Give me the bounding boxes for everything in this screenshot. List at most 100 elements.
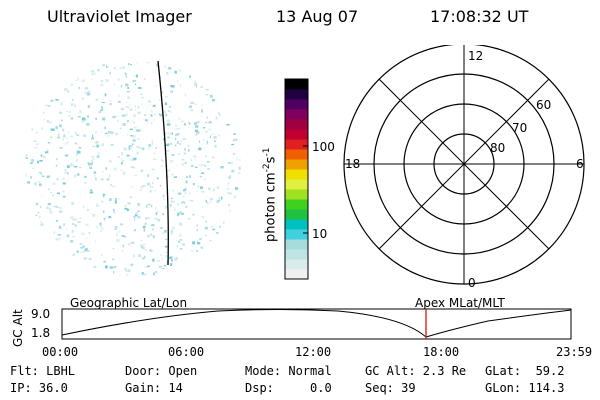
emission-pixel: [196, 190, 198, 193]
altitude-timeline: [61, 308, 572, 340]
emission-pixel: [137, 215, 141, 219]
emission-pixel: [79, 150, 81, 154]
emission-pixel: [128, 145, 132, 148]
emission-pixel: [126, 208, 130, 212]
colorbar-label: photon cm-2s-1: [262, 147, 279, 242]
emission-pixel: [100, 225, 102, 227]
emission-pixel: [132, 143, 134, 146]
emission-pixel: [59, 147, 63, 149]
emission-pixel: [171, 231, 173, 233]
emission-pixel: [170, 230, 173, 233]
emission-pixel: [125, 75, 127, 78]
emission-pixel: [174, 134, 179, 136]
emission-pixel: [58, 225, 62, 229]
emission-pixel: [81, 117, 85, 121]
emission-pixel: [101, 200, 104, 203]
emission-pixel: [192, 183, 195, 186]
emission-pixel: [177, 141, 179, 144]
emission-pixel: [112, 185, 116, 188]
emission-pixel: [192, 214, 195, 216]
emission-pixel: [106, 79, 110, 82]
emission-pixel: [130, 166, 134, 168]
xtick-1200: 12:00: [295, 345, 332, 359]
xtick-2359: 23:59: [556, 345, 593, 359]
emission-pixel: [171, 226, 175, 230]
emission-pixel: [127, 87, 130, 89]
lat-label-80: 80: [490, 141, 506, 155]
emission-pixel: [157, 260, 160, 262]
emission-pixel: [134, 79, 136, 82]
emission-pixel: [205, 220, 207, 223]
emission-pixel: [188, 149, 190, 152]
emission-pixel: [181, 212, 184, 215]
emission-pixel: [33, 182, 37, 186]
emission-pixel: [83, 205, 85, 208]
emission-pixel: [90, 196, 92, 198]
time-label: 17:08:32 UT: [430, 7, 529, 26]
emission-pixel: [206, 161, 210, 163]
emission-pixel: [55, 238, 59, 241]
emission-pixel: [161, 159, 164, 162]
emission-pixel: [194, 80, 197, 82]
timeline-frame: [61, 308, 572, 340]
emission-pixel: [156, 177, 159, 180]
emission-pixel: [63, 171, 68, 174]
emission-pixel: [46, 206, 49, 209]
emission-pixel: [93, 266, 97, 268]
emission-pixel: [170, 142, 173, 145]
emission-pixel: [86, 250, 90, 252]
emission-pixel: [229, 175, 232, 178]
emission-pixel: [205, 234, 207, 237]
emission-pixel: [157, 210, 160, 212]
emission-pixel: [181, 120, 185, 122]
emission-pixel: [236, 157, 238, 161]
emission-pixel: [88, 232, 90, 234]
emission-pixel: [127, 119, 129, 123]
emission-pixel: [110, 184, 112, 186]
emission-pixel: [194, 103, 197, 105]
emission-pixel: [200, 186, 203, 189]
emission-pixel: [121, 114, 126, 117]
emission-pixel: [204, 226, 208, 230]
emission-pixel: [88, 162, 92, 166]
emission-pixel: [46, 120, 50, 123]
emission-pixel: [151, 224, 155, 227]
emission-pixel: [49, 121, 52, 124]
emission-pixel: [123, 267, 128, 270]
uv-image: [25, 60, 241, 276]
emission-pixel: [147, 234, 150, 238]
emission-pixel: [43, 118, 45, 121]
emission-pixel: [227, 192, 229, 194]
emission-pixel: [143, 114, 146, 117]
color-bar-segment: [285, 89, 308, 100]
emission-pixel: [137, 111, 141, 115]
emission-pixel: [68, 131, 70, 133]
emission-pixel: [196, 126, 198, 128]
emission-pixel: [194, 158, 196, 161]
emission-pixel: [121, 162, 123, 165]
emission-pixel: [165, 255, 168, 258]
emission-pixel: [207, 202, 209, 205]
emission-pixel: [122, 160, 124, 162]
emission-pixel: [147, 148, 150, 150]
emission-pixel: [148, 100, 151, 103]
emission-pixel: [84, 175, 87, 179]
emission-pixel: [140, 93, 142, 96]
emission-pixel: [147, 182, 150, 186]
emission-pixel: [125, 204, 127, 208]
emission-pixel: [40, 221, 42, 223]
emission-pixel: [100, 178, 104, 181]
emission-pixel: [78, 147, 82, 149]
emission-pixel: [88, 257, 92, 260]
emission-pixel: [161, 165, 163, 168]
emission-pixel: [108, 198, 112, 202]
emission-pixel: [165, 205, 168, 208]
emission-pixel: [137, 106, 140, 108]
emission-pixel: [123, 147, 127, 151]
date-label: 13 Aug 07: [276, 7, 359, 26]
emission-pixel: [135, 212, 138, 215]
emission-pixel: [74, 132, 77, 134]
emission-pixel: [108, 174, 111, 178]
emission-pixel: [108, 215, 112, 219]
emission-pixel: [35, 143, 39, 146]
